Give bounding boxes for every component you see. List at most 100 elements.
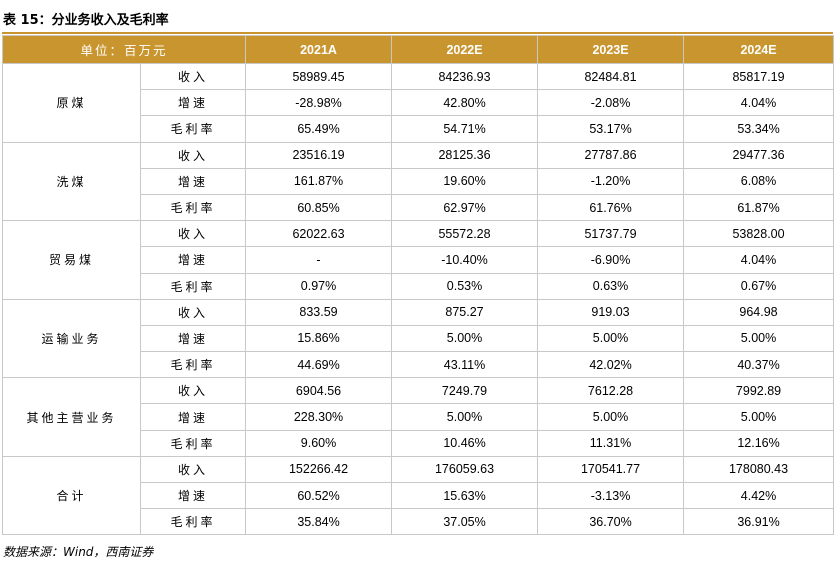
value-cell: 228.30% <box>245 403 393 431</box>
metric-name: 毛利率 <box>139 429 247 457</box>
value-cell: 84236.93 <box>391 62 539 91</box>
year-header: 2021A <box>245 35 393 64</box>
value-cell: -10.40% <box>391 246 539 274</box>
value-cell: 875.27 <box>391 298 539 326</box>
value-cell: 4.42% <box>683 481 835 510</box>
value-cell: -3.13% <box>537 481 685 510</box>
table-body: 原煤 收入 58989.45 84236.93 82484.81 85817.19 增速 -2… <box>2 62 835 536</box>
metric-name: 增速 <box>139 481 247 510</box>
value-cell: 62.97% <box>391 193 539 222</box>
value-cell: - <box>245 246 393 274</box>
value-cell: 55572.28 <box>391 220 539 248</box>
segment-name: 运输业务 <box>2 298 141 379</box>
metric-name: 收入 <box>139 455 247 484</box>
table-row: 毛利率 60.85% 62.97% 61.76% 61.87% <box>3 193 835 222</box>
metric-name: 收入 <box>139 220 247 248</box>
segment-name: 贸易煤 <box>2 220 141 300</box>
table-row: 毛利率 44.69% 43.11% 42.02% 40.37% <box>3 351 835 379</box>
value-cell: 23516.19 <box>245 141 393 169</box>
value-cell: -2.08% <box>537 89 685 117</box>
value-cell: 58989.45 <box>245 62 393 91</box>
table-row: 合计 收入 152266.42 176059.63 170541.77 178080.43 <box>2 455 835 536</box>
metric-name: 增速 <box>139 89 247 117</box>
value-cell: 5.00% <box>537 403 685 431</box>
value-cell: 37.05% <box>391 508 539 536</box>
table-row: 洗煤 收入 23516.19 28125.36 27787.86 29477.36 <box>2 141 835 222</box>
year-header: 2022E <box>391 35 539 64</box>
value-cell: 10.46% <box>391 429 539 457</box>
table-row: 增速 161.87% 19.60% -1.20% 6.08% <box>3 167 835 195</box>
table-row: 增速 60.52% 15.63% -3.13% 4.42% <box>3 481 835 510</box>
value-cell: 170541.77 <box>537 455 685 484</box>
value-cell: 0.63% <box>537 272 685 300</box>
value-cell: 51737.79 <box>537 220 685 248</box>
value-cell: 61.87% <box>683 193 835 222</box>
value-cell: 15.86% <box>245 324 393 353</box>
metric-name: 毛利率 <box>139 115 247 143</box>
value-cell: 29477.36 <box>683 141 835 169</box>
metric-name: 增速 <box>139 324 247 353</box>
table-header: 单位：百万元 2021A 2022E 2023E 2024E <box>1 35 835 64</box>
value-cell: 27787.86 <box>537 141 685 169</box>
value-cell: 7612.28 <box>537 377 685 405</box>
unit-header: 单位：百万元 <box>1 35 247 64</box>
value-cell: 28125.36 <box>391 141 539 169</box>
value-cell: 7992.89 <box>683 377 835 405</box>
value-cell: 161.87% <box>245 167 393 195</box>
value-cell: 53.34% <box>683 115 835 143</box>
metric-name: 收入 <box>139 298 247 326</box>
value-cell: 4.04% <box>683 89 835 117</box>
data-source-note: 数据来源：Wind，西南证券 <box>3 545 154 559</box>
value-cell: 54.71% <box>391 115 539 143</box>
value-cell: -1.20% <box>537 167 685 195</box>
value-cell: 176059.63 <box>391 455 539 484</box>
value-cell: 19.60% <box>391 167 539 195</box>
value-cell: 0.53% <box>391 272 539 300</box>
value-cell: 42.02% <box>537 351 685 379</box>
value-cell: 5.00% <box>683 324 835 353</box>
metric-name: 收入 <box>139 377 247 405</box>
metric-name: 毛利率 <box>139 193 247 222</box>
value-cell: 42.80% <box>391 89 539 117</box>
value-cell: 40.37% <box>683 351 835 379</box>
value-cell: 44.69% <box>245 351 393 379</box>
value-cell: 5.00% <box>537 324 685 353</box>
value-cell: 85817.19 <box>683 62 835 91</box>
year-header: 2023E <box>537 35 685 64</box>
value-cell: 53828.00 <box>683 220 835 248</box>
table-row: 贸易煤 收入 62022.63 55572.28 51737.79 53828.00 <box>2 220 835 300</box>
value-cell: 36.91% <box>683 508 835 536</box>
value-cell: 15.63% <box>391 481 539 510</box>
value-cell: 4.04% <box>683 246 835 274</box>
value-cell: 5.00% <box>391 403 539 431</box>
segment-name: 其他主营业务 <box>2 377 141 457</box>
value-cell: 5.00% <box>683 403 835 431</box>
table-row: 运输业务 收入 833.59 875.27 919.03 964.98 <box>2 298 835 379</box>
title-divider <box>2 32 833 34</box>
value-cell: 65.49% <box>245 115 393 143</box>
header-row: 单位：百万元 2021A 2022E 2023E 2024E <box>1 35 835 64</box>
segment-name: 原煤 <box>2 63 141 143</box>
metric-name: 毛利率 <box>139 272 247 300</box>
value-cell: 0.67% <box>683 272 835 300</box>
metric-name: 收入 <box>139 62 247 91</box>
metric-name: 增速 <box>139 403 247 431</box>
value-cell: 61.76% <box>537 193 685 222</box>
revenue-margin-table: 单位：百万元 2021A 2022E 2023E 2024E 原煤 收入 58989… <box>1 35 835 536</box>
value-cell: 9.60% <box>245 429 393 457</box>
metric-name: 增速 <box>139 246 247 274</box>
value-cell: 6.08% <box>683 167 835 195</box>
value-cell: 178080.43 <box>683 455 835 484</box>
metric-name: 毛利率 <box>139 508 247 536</box>
value-cell: 12.16% <box>683 429 835 457</box>
value-cell: 11.31% <box>537 429 685 457</box>
value-cell: -28.98% <box>245 89 393 117</box>
value-cell: 53.17% <box>537 115 685 143</box>
value-cell: 152266.42 <box>245 455 393 484</box>
value-cell: -6.90% <box>537 246 685 274</box>
value-cell: 60.85% <box>245 193 393 222</box>
value-cell: 36.70% <box>537 508 685 536</box>
segment-name: 洗煤 <box>2 141 141 222</box>
table-title: 表 15：分业务收入及毛利率 <box>3 13 169 28</box>
table-row: 毛利率 35.84% 37.05% 36.70% 36.91% <box>3 508 835 536</box>
